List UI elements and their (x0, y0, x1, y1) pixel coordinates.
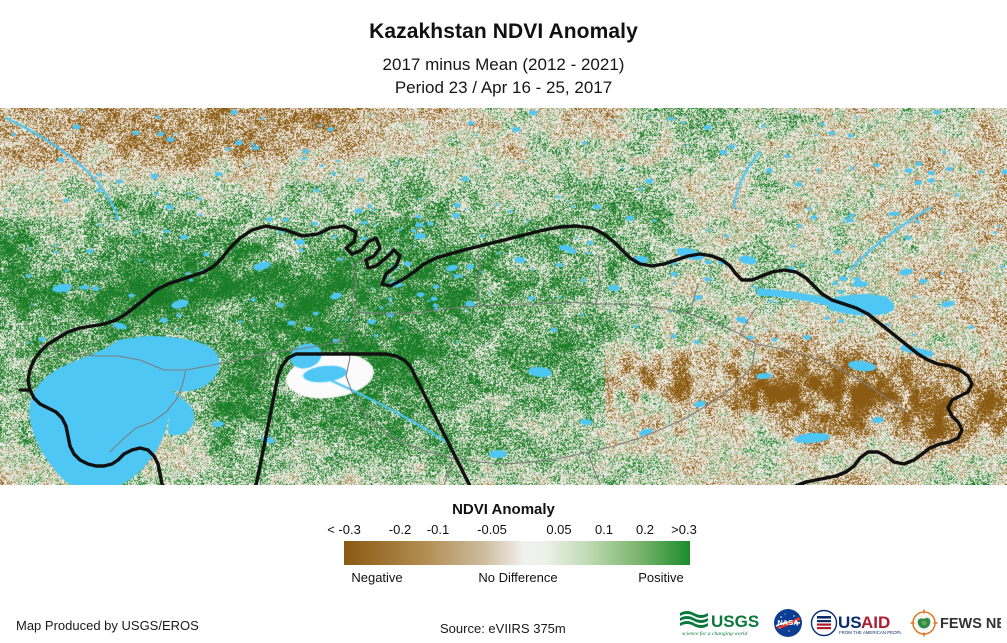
legend-sublabels: Negative No Difference Positive (0, 570, 1007, 588)
title-block: Kazakhstan NDVI Anomaly 2017 minus Mean … (0, 0, 1007, 108)
logo-strip: USGS science for a changing world NASA (678, 606, 1001, 640)
usaid-wordmark-aid: AID (861, 613, 890, 632)
legend-sublabel-0: Negative (351, 570, 403, 585)
nasa-wordmark: NASA (777, 618, 799, 627)
legend: NDVI Anomaly < -0.3 -0.2 -0.1 -0.05 0.05 0.1 0… (0, 485, 1007, 603)
legend-sublabel-1: No Difference (478, 570, 558, 585)
map-panel[interactable] (0, 108, 1007, 485)
legend-tick-2: -0.1 (426, 522, 450, 537)
usaid-seal (810, 609, 838, 637)
nasa-orbit-arc (775, 621, 801, 627)
usaid-tagline: FROM THE AMERICAN PEOPLE (839, 630, 902, 635)
usgs-wordmark: USGS (711, 612, 759, 631)
ndvi-anomaly-raster[interactable] (0, 108, 1007, 485)
footer-source: Source: eVIIRS 375m (440, 621, 566, 636)
subtitle-period-range: 2017 minus Mean (2012 - 2021) (382, 55, 625, 74)
usaid-logo[interactable]: US AID FROM THE AMERICAN PEOPLE (810, 608, 902, 638)
fewsnet-wordmark: FEWS NET (940, 616, 1001, 632)
footer: Map Produced by USGS/EROS Source: eVIIRS… (0, 603, 1007, 643)
legend-tick-5: 0.1 (594, 522, 614, 537)
usgs-wave-mark (680, 611, 708, 628)
legend-sublabel-2: Positive (638, 570, 684, 585)
fewsnet-globe-compass-icon (910, 609, 938, 637)
legend-tick-3: -0.05 (477, 522, 507, 537)
nasa-logo[interactable]: NASA (773, 608, 803, 638)
legend-color-ramp (344, 541, 690, 565)
usgs-logo[interactable]: USGS science for a changing world (678, 608, 766, 638)
fewsnet-logo[interactable]: FEWS NET (909, 608, 1001, 638)
usaid-wordmark-us: US (838, 613, 862, 632)
usgs-tagline: science for a changing world (682, 630, 747, 637)
legend-tick-labels: < -0.3 -0.2 -0.1 -0.05 0.05 0.1 0.2 >0.3 (0, 522, 1007, 539)
legend-tick-4: 0.05 (546, 522, 572, 537)
legend-tick-6: 0.2 (635, 522, 655, 537)
subtitle-period-dates: Period 23 / Apr 16 - 25, 2017 (394, 78, 613, 97)
nasa-red-chevron (777, 617, 800, 629)
footer-produced-by: Map Produced by USGS/EROS (16, 618, 199, 633)
legend-tick-7: >0.3 (671, 522, 697, 537)
page-title: Kazakhstan NDVI Anomaly (369, 20, 638, 43)
legend-tick-1: -0.2 (388, 522, 412, 537)
legend-tick-0: < -0.3 (327, 522, 361, 537)
legend-title: NDVI Anomaly (452, 501, 555, 518)
